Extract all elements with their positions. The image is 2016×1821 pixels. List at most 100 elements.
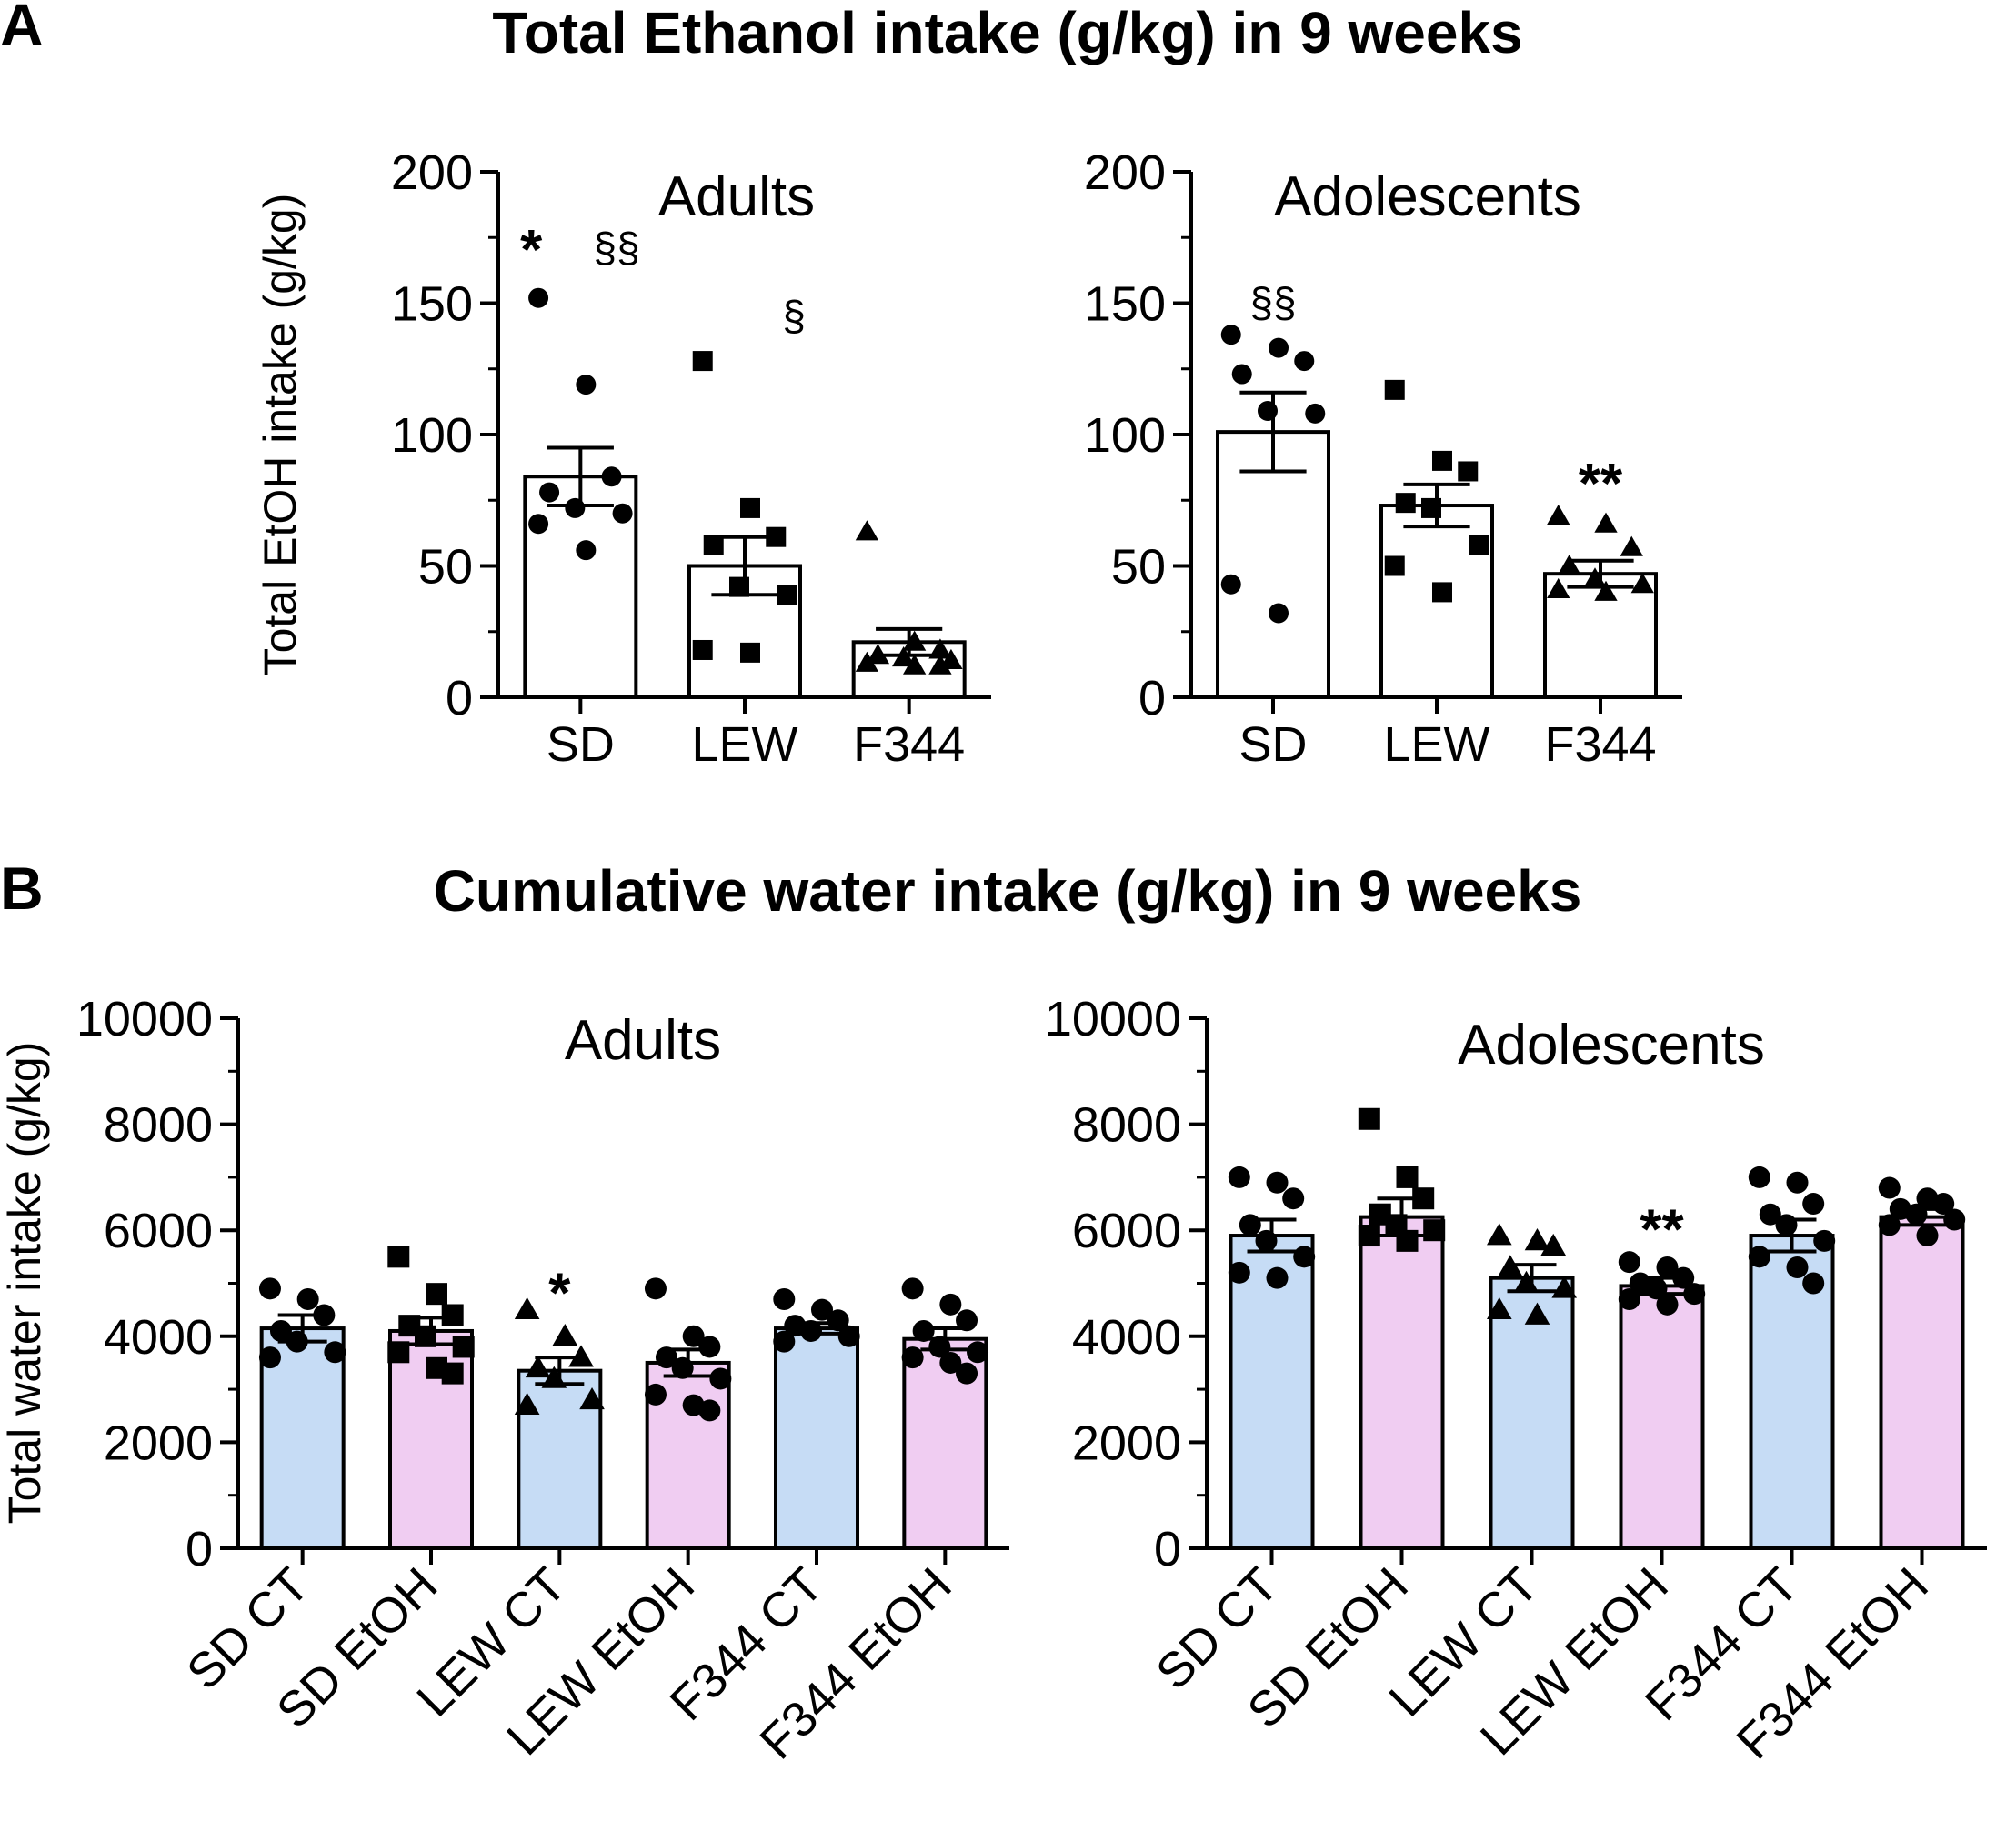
data-point: [1239, 1214, 1261, 1236]
data-point: [1293, 1246, 1316, 1268]
data-point: [1878, 1176, 1901, 1199]
data-point: [855, 651, 879, 672]
data-point: [827, 1309, 849, 1332]
panel-a-title: Total Ethanol intake (g/kg) in 9 weeks: [492, 0, 1522, 65]
data-point: [692, 351, 713, 372]
data-point: [387, 1341, 410, 1364]
data-point: [939, 1293, 962, 1316]
data-point: [740, 642, 760, 663]
data-point: [514, 1392, 540, 1415]
significance-mark: **: [1579, 453, 1623, 515]
data-point: [1358, 1107, 1380, 1130]
chart-a-adults: Adults Total EtOH intake (g/kg) 0 50 100 150 2…: [255, 145, 991, 772]
data-point: [528, 514, 549, 535]
data-point: [387, 1246, 410, 1268]
bar: [1359, 1215, 1445, 1550]
significance-mark: §§: [593, 224, 639, 271]
data-point: [956, 1309, 978, 1332]
data-point: [1916, 1225, 1939, 1247]
data-point: [1748, 1246, 1770, 1268]
data-point: [1305, 403, 1326, 424]
data-point: [855, 520, 879, 541]
data-point: [1594, 580, 1618, 601]
y-tick-label: 150: [391, 277, 473, 332]
data-point: [1878, 1214, 1901, 1236]
data-point: [1594, 512, 1618, 533]
data-point: [1396, 1229, 1419, 1252]
data-point: [773, 1330, 796, 1353]
data-point: [1786, 1256, 1809, 1279]
data-point: [441, 1304, 464, 1326]
data-point: [1228, 1261, 1250, 1284]
data-point: [1656, 1256, 1679, 1279]
y-tick-label: 10000: [1045, 992, 1181, 1046]
bar: [1879, 1215, 1965, 1550]
data-point: [655, 1346, 677, 1369]
data-point: [1255, 1229, 1278, 1252]
data-point: [644, 1383, 667, 1406]
data-point: [1294, 351, 1315, 372]
data-point: [939, 1351, 962, 1374]
data-point: [324, 1341, 346, 1364]
chart-title: Adolescents: [1274, 165, 1581, 228]
data-point: [1458, 461, 1479, 482]
y-axis-title: Total EtOH intake (g/kg): [255, 194, 306, 676]
data-point: [1775, 1214, 1798, 1236]
y-tick-label: 6000: [104, 1204, 213, 1258]
significance-mark: §§: [1249, 279, 1296, 326]
data-point: [552, 1324, 578, 1346]
data-point: [576, 375, 597, 395]
y-tick-label: 200: [1084, 145, 1166, 200]
x-category-label: LEW: [1383, 717, 1489, 772]
y-tick-label: 6000: [1072, 1204, 1181, 1258]
y-tick-label: 150: [1084, 277, 1166, 332]
data-point: [258, 1346, 281, 1369]
data-point: [269, 1319, 292, 1342]
data-point: [1266, 1266, 1289, 1289]
data-point: [1384, 379, 1405, 400]
data-point: [525, 1355, 551, 1378]
data-point: [452, 1336, 475, 1358]
data-point: [1630, 573, 1654, 594]
data-point: [601, 466, 622, 487]
y-tick-label: 200: [391, 145, 473, 200]
data-point: [1384, 555, 1405, 576]
data-point: [698, 1336, 721, 1358]
data-point: [1423, 1219, 1446, 1242]
panel-a-letter: A: [0, 0, 44, 58]
significance-mark: *: [520, 219, 543, 282]
y-axis-title: Total water intake (g/kg): [0, 1042, 50, 1525]
y-tick-label: 2000: [1072, 1416, 1181, 1470]
panel-b-letter: B: [0, 855, 44, 922]
data-point: [1487, 1296, 1512, 1319]
data-point: [1547, 504, 1570, 525]
data-point: [1269, 337, 1289, 358]
data-point: [692, 639, 713, 660]
data-point: [644, 1277, 667, 1300]
data-point: [1802, 1193, 1825, 1216]
data-point: [1269, 603, 1289, 624]
data-point: [1358, 1225, 1380, 1247]
data-point: [1231, 364, 1252, 385]
data-point: [1558, 554, 1581, 575]
data-point: [1220, 325, 1241, 345]
y-tick-label: 8000: [104, 1098, 213, 1153]
data-point: [1618, 1251, 1640, 1274]
data-point: [441, 1362, 464, 1385]
data-point: [1748, 1166, 1770, 1188]
data-point: [539, 482, 560, 503]
data-point: [528, 287, 549, 308]
chart-title: Adults: [565, 1009, 721, 1072]
data-point: [703, 535, 724, 555]
y-tick-label: 2000: [104, 1416, 213, 1470]
data-point: [682, 1325, 705, 1347]
data-point: [1228, 1166, 1250, 1188]
bar: [1216, 430, 1330, 699]
data-point: [1524, 1228, 1550, 1251]
data-point: [1524, 1302, 1550, 1325]
data-point: [811, 1298, 833, 1321]
significance-mark: **: [1640, 1198, 1684, 1261]
data-point: [612, 503, 633, 524]
